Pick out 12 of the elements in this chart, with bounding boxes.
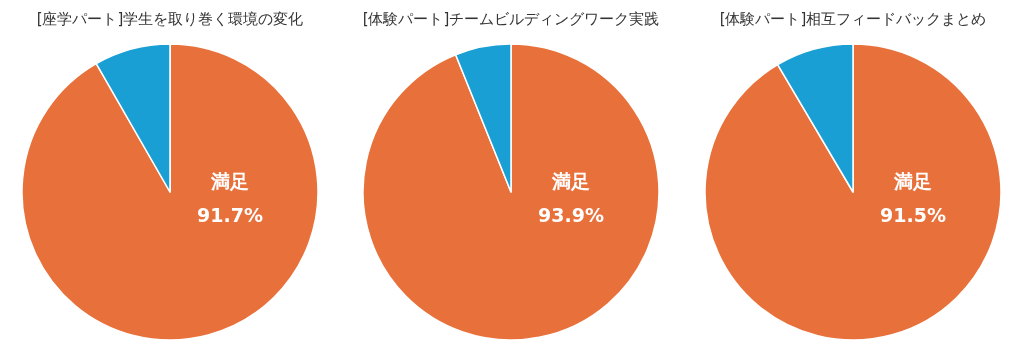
- slice-label: 満足: [210, 170, 249, 192]
- data-label: 91.7%: [197, 204, 263, 226]
- pie-slice: [21, 43, 319, 340]
- data-label: 91.5%: [880, 204, 946, 226]
- chart-title: [体験パート]相互フィードバックまとめ: [719, 10, 987, 28]
- data-label: 93.9%: [538, 204, 604, 226]
- pie-slice: [362, 43, 660, 340]
- slice-label: 満足: [551, 170, 590, 192]
- pie-slice: [704, 43, 1002, 340]
- chart-title: [座学パート]学生を取り巻く環境の変化: [36, 10, 304, 28]
- chart-title: [体験パート]チームビルディングワーク実践: [362, 10, 660, 28]
- slice-label: 満足: [893, 170, 932, 192]
